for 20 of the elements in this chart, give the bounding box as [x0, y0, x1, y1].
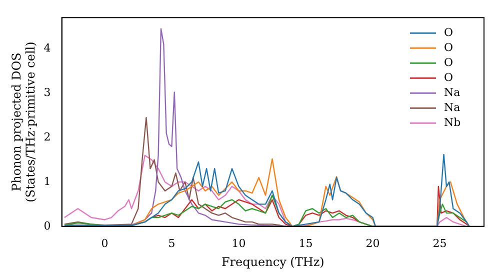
legend-label: Nb: [444, 116, 461, 129]
y-axis-title: Phonon projected DOS (States/THz·primitive cell): [9, 42, 38, 202]
x-tick-label: 10: [232, 236, 246, 250]
x-tick-label: 25: [432, 236, 447, 250]
y-tick-label: 3: [44, 86, 51, 99]
y-tick-label: 4: [44, 42, 51, 55]
y-tick-label: 1: [44, 174, 51, 188]
y-tick-label: 2: [44, 130, 51, 144]
x-tick-label: 20: [366, 236, 380, 250]
legend-label: O: [444, 70, 454, 84]
legend-label: O: [444, 40, 454, 54]
legend-label: O: [444, 56, 454, 69]
y-tick-label: 0: [44, 219, 51, 232]
legend-label: Na: [444, 86, 461, 99]
legend-label: O: [444, 26, 454, 39]
legend-label: Na: [444, 100, 461, 114]
x-tick-label: 15: [298, 236, 313, 250]
x-tick-label: 5: [168, 236, 176, 250]
x-axis-title: Frequency (THz): [221, 254, 324, 269]
x-tick-label: 0: [101, 236, 108, 250]
